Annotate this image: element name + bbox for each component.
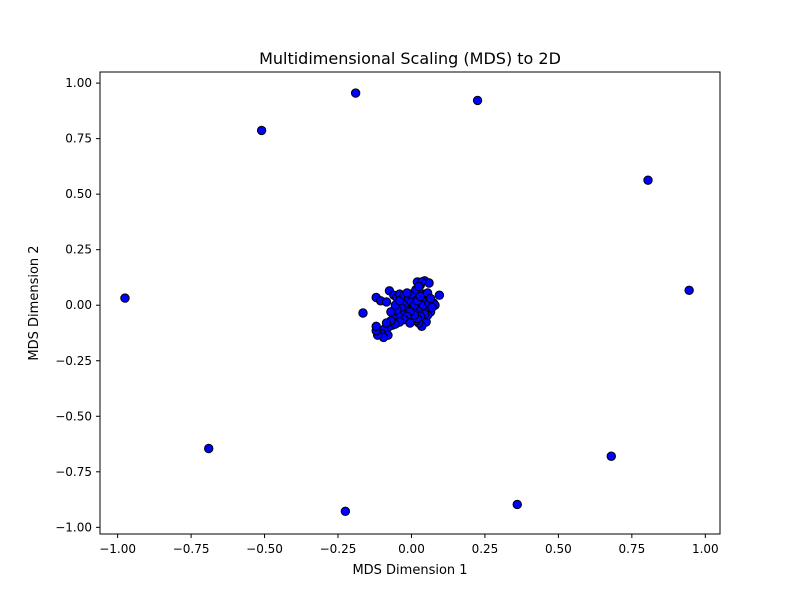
y-tick-label: 1.00 — [65, 76, 92, 90]
y-tick-label: 0.75 — [65, 132, 92, 146]
data-point — [358, 308, 368, 318]
chart-title: Multidimensional Scaling (MDS) to 2D — [259, 49, 561, 68]
y-tick-label: −0.25 — [55, 354, 92, 368]
x-tick-label: 0.50 — [545, 542, 572, 556]
x-tick-label: 1.00 — [692, 542, 719, 556]
x-tick-label: 0.25 — [472, 542, 499, 556]
data-point — [350, 88, 361, 98]
data-point — [340, 506, 351, 517]
y-tick-label: 0.50 — [65, 187, 92, 201]
data-point — [414, 281, 424, 292]
data-point — [405, 318, 415, 328]
data-point — [402, 288, 412, 298]
data-point — [371, 321, 381, 332]
data-point — [120, 293, 130, 303]
y-axis-label: MDS Dimension 2 — [27, 245, 42, 360]
x-tick-label: −0.50 — [246, 542, 283, 556]
data-point — [381, 297, 392, 307]
data-point — [684, 285, 694, 296]
y-tick-label: 0.25 — [65, 243, 92, 257]
data-point — [512, 499, 522, 510]
axes-frame — [99, 71, 721, 535]
x-tick-label: 0.75 — [618, 542, 645, 556]
y-tick-label: −1.00 — [55, 520, 92, 534]
data-point — [427, 302, 437, 313]
data-point — [381, 318, 392, 328]
x-tick-label: −1.00 — [99, 542, 136, 556]
data-point — [643, 175, 653, 185]
y-tick-label: −0.75 — [55, 465, 92, 479]
x-tick-label: −0.25 — [320, 542, 357, 556]
data-point — [425, 293, 436, 304]
y-tick-label: −0.50 — [55, 409, 92, 423]
x-tick-label: 0.00 — [398, 542, 425, 556]
data-point — [256, 125, 267, 136]
x-tick-label: −0.75 — [173, 542, 210, 556]
data-point — [606, 451, 616, 461]
data-point — [434, 290, 445, 300]
data-point — [204, 443, 214, 454]
x-axis-label: MDS Dimension 1 — [352, 563, 467, 578]
data-point — [472, 95, 483, 106]
x-axis-ticks: −1.00 −0.75 −0.50 −0.25 0.00 0.25 0.50 0.75 1.00 — [99, 534, 719, 556]
y-tick-label: 0.00 — [65, 298, 92, 312]
data-points — [120, 88, 694, 517]
y-axis-ticks: −1.00 −0.75 −0.50 −0.25 0.00 0.25 0.50 0.75 1.00 — [55, 76, 100, 534]
